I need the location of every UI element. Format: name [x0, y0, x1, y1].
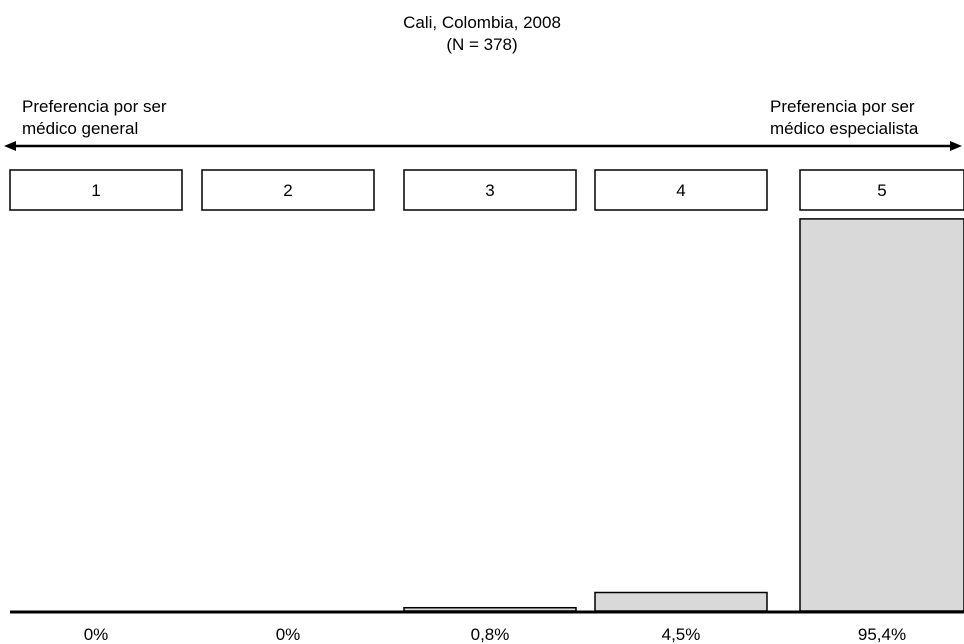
chart-title: Cali, Colombia, 2008 [403, 13, 561, 32]
category-label-4: 4 [676, 181, 685, 200]
value-label-2: 0% [276, 625, 301, 644]
preference-scale-arrow [4, 141, 962, 151]
category-box-5 [799, 169, 964, 211]
scale-left-label: Preferencia por ser médico general [22, 97, 167, 138]
category-box-1 [9, 169, 183, 211]
bar-4 [594, 591, 768, 612]
value-label-4: 4,5% [662, 625, 701, 644]
category-label-1: 1 [91, 181, 100, 200]
scale-right-label: Preferencia por ser médico especialista [770, 97, 919, 138]
value-label-1: 0% [84, 625, 109, 644]
category-label-3: 3 [485, 181, 494, 200]
category-box-3 [403, 169, 577, 211]
bar-5 [799, 218, 964, 612]
category-label-2: 2 [283, 181, 292, 200]
category-label-5: 5 [877, 181, 886, 200]
value-label-5: 95,4% [858, 625, 906, 644]
value-label-3: 0,8% [471, 625, 510, 644]
category-box-2 [201, 169, 375, 211]
category-box-4 [594, 169, 768, 211]
chart-subtitle: (N = 378) [446, 35, 518, 54]
